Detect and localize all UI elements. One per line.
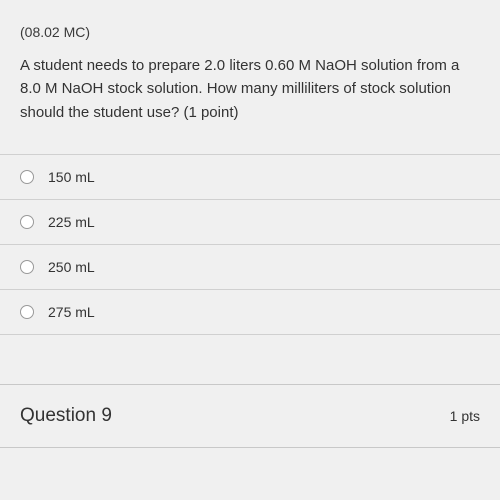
spacer: [0, 335, 500, 385]
option-radio[interactable]: [20, 170, 34, 184]
option-label: 250 mL: [48, 259, 95, 275]
options-list: 150 mL 225 mL 250 mL 275 mL: [0, 154, 500, 335]
option-label: 150 mL: [48, 169, 95, 185]
option-radio[interactable]: [20, 215, 34, 229]
quiz-container: (08.02 MC) A student needs to prepare 2.…: [0, 0, 500, 500]
next-question-points: 1 pts: [450, 408, 480, 424]
option-radio[interactable]: [20, 305, 34, 319]
option-label: 275 mL: [48, 304, 95, 320]
question-code: (08.02 MC): [20, 24, 480, 40]
option-row[interactable]: 275 mL: [0, 290, 500, 335]
option-label: 225 mL: [48, 214, 95, 230]
next-question-title: Question 9: [20, 405, 112, 427]
next-question-header: Question 9 1 pts: [0, 385, 500, 448]
option-radio[interactable]: [20, 260, 34, 274]
option-row[interactable]: 150 mL: [0, 155, 500, 200]
option-row[interactable]: 250 mL: [0, 245, 500, 290]
option-row[interactable]: 225 mL: [0, 200, 500, 245]
question-prompt: A student needs to prepare 2.0 liters 0.…: [20, 54, 480, 124]
question-block: (08.02 MC) A student needs to prepare 2.…: [0, 0, 500, 146]
